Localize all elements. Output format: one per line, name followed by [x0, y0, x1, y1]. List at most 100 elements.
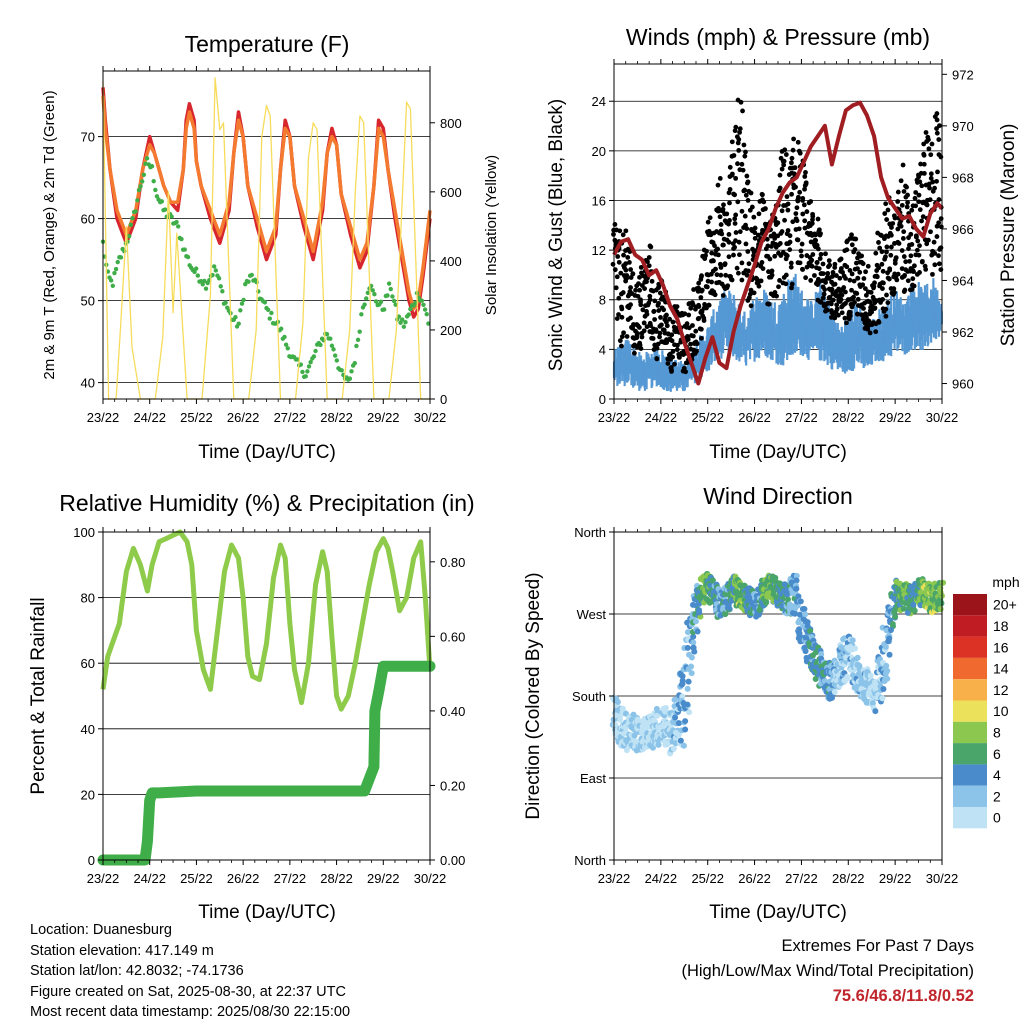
gust-point: [732, 216, 738, 222]
gust-point: [737, 252, 742, 258]
dewpoint-point: [249, 272, 254, 278]
gust-point: [930, 271, 935, 277]
direction-point: [886, 635, 893, 642]
gust-point: [690, 323, 695, 328]
gust-point: [926, 237, 931, 243]
colorbar-label: 18: [993, 618, 1009, 634]
y2-tick-label: 0.00: [440, 853, 465, 868]
gust-point: [789, 285, 794, 291]
dewpoint-point: [110, 283, 116, 288]
gust-point: [822, 287, 828, 292]
gust-point: [840, 269, 845, 275]
gust-point: [637, 274, 642, 280]
gust-point: [794, 205, 800, 211]
dewpoint-point: [324, 332, 330, 337]
direction-point: [831, 688, 838, 695]
direction-point: [796, 630, 803, 637]
gust-point: [810, 217, 815, 223]
gust-point: [883, 306, 889, 312]
gust-point: [810, 252, 816, 257]
gust-point: [739, 260, 745, 266]
gust-point: [743, 192, 749, 198]
dewpoint-point: [203, 286, 209, 291]
x-tick-label: 29/22: [879, 410, 912, 425]
direction-point: [867, 672, 874, 679]
gust-point: [640, 307, 646, 313]
gust-point: [832, 281, 838, 287]
gust-point: [895, 189, 901, 195]
gust-point: [830, 269, 836, 275]
temperature-axes: 40 50 60 70 0 200 400 600 800 23/22 24/22 25/22 26/2…: [81, 66, 462, 425]
gust-point: [800, 266, 805, 272]
gust-point: [746, 261, 752, 267]
dewpoint-point: [108, 278, 114, 283]
gust-point: [675, 342, 680, 348]
direction-point: [679, 680, 686, 687]
gust-point: [911, 283, 917, 289]
gust-point: [867, 330, 873, 336]
gust-point: [812, 273, 817, 278]
gust-point: [842, 315, 848, 321]
gust-point: [718, 222, 724, 227]
gust-point: [733, 124, 739, 130]
gust-point: [816, 227, 822, 233]
gust-point: [742, 213, 748, 219]
gust-point: [849, 287, 854, 293]
direction-point: [726, 604, 733, 611]
extremes-values: 75.6/46.8/11.8/0.52: [832, 987, 974, 1005]
gust-point: [817, 232, 823, 238]
direction-point: [911, 607, 918, 614]
gust-point: [796, 226, 802, 232]
gust-point: [696, 304, 702, 309]
dewpoint-point: [236, 321, 241, 326]
direction-point: [937, 605, 944, 612]
gust-point: [851, 278, 857, 284]
gust-point: [903, 259, 909, 265]
y-tick-label: 8: [599, 293, 606, 308]
dewpoint-point: [185, 254, 191, 260]
direction-point: [662, 708, 669, 715]
gust-point: [635, 293, 641, 299]
colorbar-title: mph: [992, 574, 1019, 590]
2m-t-line: [101, 87, 432, 319]
gust-point: [718, 272, 724, 278]
gust-point: [843, 289, 848, 295]
dewpoint-point: [349, 369, 354, 374]
y2-tick-label: 960: [952, 377, 974, 392]
gust-point: [717, 214, 723, 220]
gust-point: [734, 134, 740, 140]
x-tick-label: 26/22: [738, 410, 771, 425]
gust-point: [724, 211, 730, 217]
x-tick-label: 28/22: [832, 871, 865, 886]
gust-point: [868, 290, 874, 295]
gust-point: [905, 278, 911, 284]
gust-point: [937, 123, 942, 129]
gust-point: [789, 191, 794, 197]
gust-point: [936, 137, 942, 142]
gust-point: [919, 218, 924, 224]
gust-point: [825, 271, 831, 276]
gust-point: [667, 316, 672, 322]
gust-point: [872, 280, 877, 286]
gust-point: [707, 215, 713, 221]
gust-point: [658, 315, 663, 320]
gust-point: [808, 239, 814, 245]
gust-point: [787, 247, 793, 253]
direction-point: [722, 611, 729, 618]
gust-point: [820, 271, 826, 276]
gust-point: [834, 293, 840, 299]
dewpoint-point: [396, 314, 402, 319]
winds-ylabel: Sonic Wind & Gust (Blue, Black): [546, 99, 567, 371]
direction-point: [795, 593, 802, 600]
dewpoint-point: [141, 172, 147, 177]
direction-point: [886, 651, 893, 658]
gust-point: [917, 243, 922, 249]
gust-point: [928, 175, 934, 181]
direction-point: [672, 714, 679, 721]
gust-point: [633, 287, 638, 293]
gust-point: [887, 267, 893, 273]
gust-point: [921, 171, 927, 176]
y-tick-label: 4: [599, 342, 606, 357]
gust-point: [630, 271, 636, 277]
winds-plot-area: [610, 97, 944, 392]
